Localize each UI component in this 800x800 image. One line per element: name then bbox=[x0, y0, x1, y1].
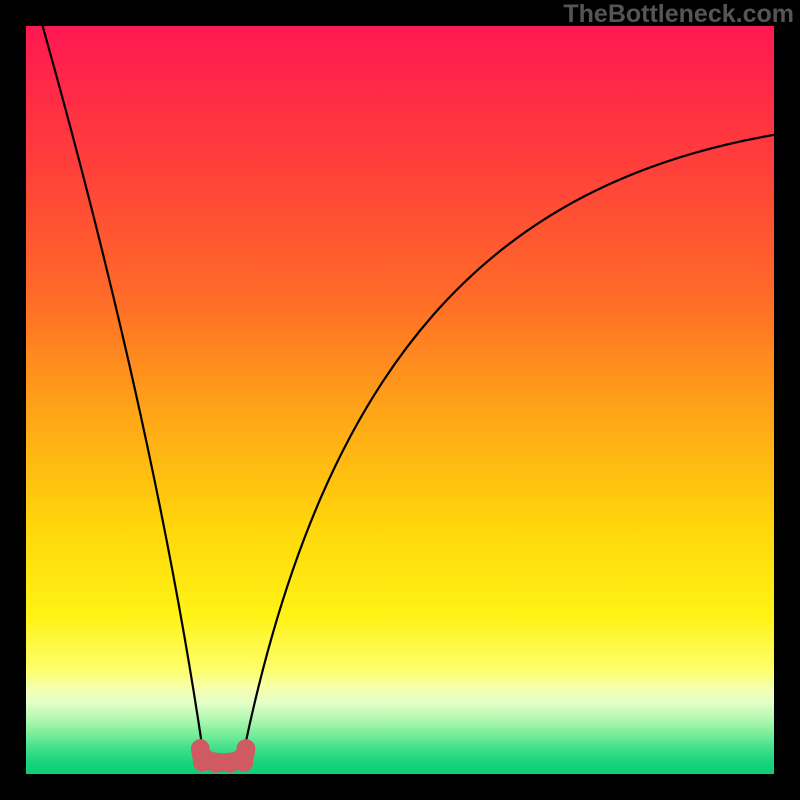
chart-svg bbox=[0, 0, 800, 800]
figure-frame: TheBottleneck.com bbox=[0, 0, 800, 800]
watermark-text: TheBottleneck.com bbox=[563, 0, 800, 29]
valley-node bbox=[237, 739, 256, 758]
